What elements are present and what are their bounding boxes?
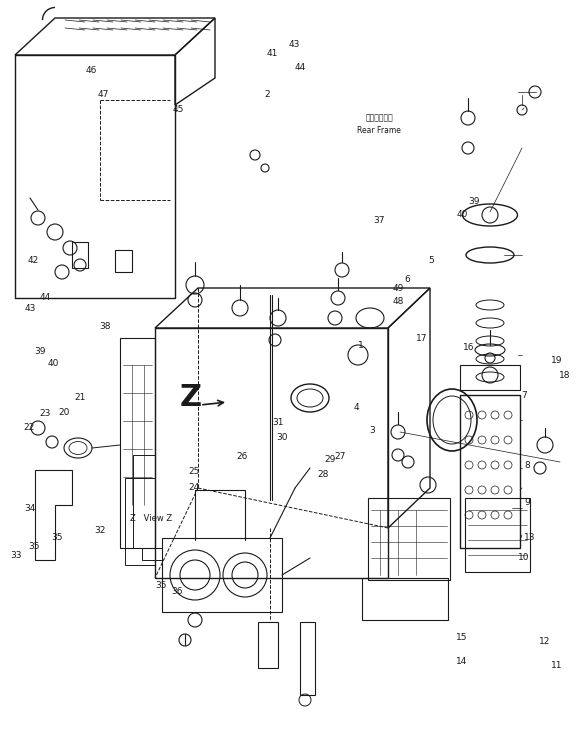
- Text: 39: 39: [468, 197, 479, 205]
- Text: 37: 37: [373, 216, 385, 225]
- Text: 35: 35: [155, 581, 167, 590]
- Text: 17: 17: [416, 334, 427, 343]
- Text: 26: 26: [236, 452, 248, 461]
- Text: 24: 24: [188, 483, 199, 492]
- Text: 33: 33: [10, 551, 22, 560]
- Text: 23: 23: [39, 409, 51, 418]
- Text: 47: 47: [97, 90, 109, 99]
- Text: 32: 32: [94, 526, 105, 535]
- Text: Z   View Z: Z View Z: [130, 514, 173, 523]
- Text: 20: 20: [58, 408, 69, 417]
- Text: 5: 5: [428, 256, 434, 265]
- Text: 38: 38: [100, 322, 111, 331]
- Text: 15: 15: [456, 633, 468, 641]
- Text: 40: 40: [47, 359, 59, 368]
- Text: 42: 42: [28, 256, 39, 265]
- Text: 46: 46: [86, 66, 97, 75]
- Text: 31: 31: [272, 418, 284, 427]
- Text: 44: 44: [294, 64, 305, 72]
- Text: 1: 1: [358, 341, 364, 350]
- Text: Z: Z: [180, 384, 202, 412]
- Text: リヤフレーム: リヤフレーム: [365, 114, 393, 123]
- Text: 2: 2: [264, 90, 270, 99]
- Text: 40: 40: [456, 210, 468, 219]
- Text: 19: 19: [551, 356, 563, 365]
- Text: 21: 21: [74, 393, 86, 402]
- Text: 29: 29: [324, 455, 336, 464]
- Text: 41: 41: [266, 49, 278, 58]
- Text: 10: 10: [518, 554, 530, 562]
- Text: 4: 4: [353, 403, 359, 412]
- Text: 28: 28: [317, 470, 329, 479]
- Text: 43: 43: [288, 40, 300, 49]
- Text: 30: 30: [277, 433, 288, 442]
- Text: 44: 44: [39, 293, 50, 302]
- Text: 12: 12: [538, 637, 550, 646]
- Text: 39: 39: [35, 347, 46, 355]
- Text: 49: 49: [393, 284, 404, 293]
- Text: 43: 43: [24, 304, 36, 313]
- Text: 6: 6: [404, 275, 410, 284]
- Text: 13: 13: [524, 534, 536, 542]
- Text: 16: 16: [463, 343, 475, 352]
- Text: 25: 25: [188, 467, 200, 476]
- Text: 34: 34: [24, 504, 36, 513]
- Text: 11: 11: [551, 661, 563, 670]
- Text: 9: 9: [524, 498, 530, 507]
- Text: 3: 3: [369, 426, 375, 435]
- Text: 7: 7: [521, 391, 527, 400]
- Text: 27: 27: [335, 452, 346, 461]
- Text: 45: 45: [173, 105, 184, 114]
- Text: 36: 36: [171, 587, 182, 596]
- Text: 48: 48: [393, 297, 404, 306]
- Text: 8: 8: [524, 461, 530, 470]
- Text: 35: 35: [28, 542, 39, 551]
- Text: Rear Frame: Rear Frame: [357, 126, 401, 134]
- Text: 18: 18: [559, 371, 570, 380]
- Text: 35: 35: [51, 534, 63, 542]
- Text: 14: 14: [456, 657, 468, 666]
- Text: 22: 22: [23, 423, 34, 432]
